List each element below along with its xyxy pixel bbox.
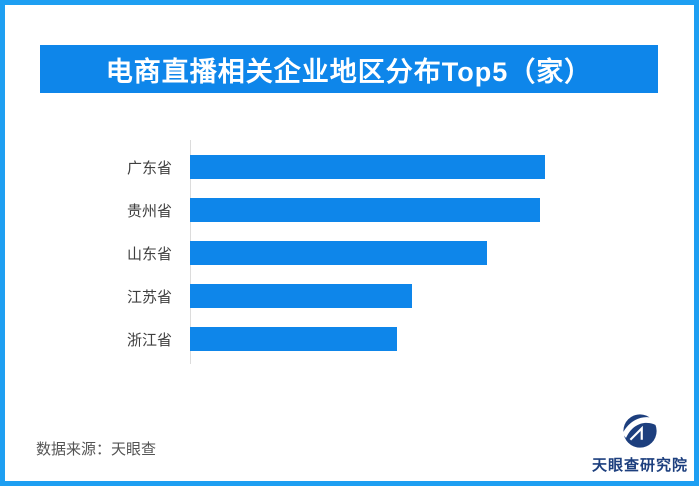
chart-row: 浙江省	[5, 327, 545, 351]
chart-row: 广东省	[5, 155, 545, 179]
data-source-text: 数据来源：天眼查	[36, 441, 157, 458]
brand-logo-text: 天眼查研究院	[591, 457, 688, 474]
category-label: 山东省	[126, 245, 172, 263]
bar	[190, 284, 412, 308]
category-label: 浙江省	[126, 331, 172, 349]
bar	[190, 241, 487, 265]
bar	[190, 155, 545, 179]
bar	[190, 198, 540, 222]
category-label: 广东省	[126, 159, 172, 177]
chart-row: 江苏省	[5, 284, 545, 308]
chart-title: 电商直播相关企业地区分布Top5（家）	[105, 56, 593, 87]
chart-row: 山东省	[5, 241, 545, 265]
brand-logo: 天眼查研究院	[583, 410, 697, 475]
bar-chart: 广东省贵州省山东省江苏省浙江省	[5, 155, 545, 351]
chart-row: 贵州省	[5, 198, 545, 222]
bar	[190, 327, 397, 351]
category-label: 江苏省	[126, 288, 172, 306]
category-label: 贵州省	[126, 202, 172, 220]
tianyancha-eye-icon	[622, 414, 661, 448]
title-banner: 电商直播相关企业地区分布Top5（家）	[40, 45, 658, 93]
